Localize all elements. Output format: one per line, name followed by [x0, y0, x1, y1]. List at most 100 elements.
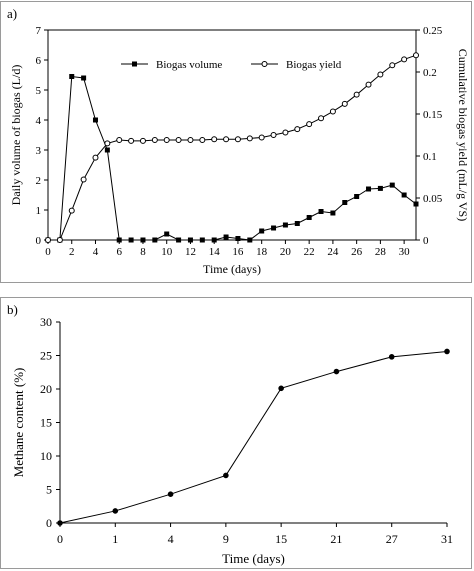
- panel-label: b): [7, 302, 18, 317]
- data-point: [235, 236, 241, 241]
- data-point: [140, 237, 146, 243]
- x-tick-label: 22: [304, 246, 315, 258]
- x-tick-label: 4: [93, 246, 99, 258]
- x-tick-label: 20: [280, 246, 292, 258]
- data-point: [163, 137, 170, 144]
- x-tick-label: 1: [112, 532, 118, 546]
- data-point: [176, 237, 182, 243]
- y-right-tick-label: 0: [423, 235, 429, 247]
- x-tick-label: 30: [399, 246, 411, 258]
- x-tick-label: 24: [327, 246, 339, 258]
- x-axis-label: Time (days): [222, 551, 285, 566]
- data-point: [211, 237, 217, 243]
- data-point: [318, 209, 324, 214]
- data-point: [69, 74, 75, 79]
- data-point: [282, 222, 288, 228]
- data-point: [401, 56, 408, 63]
- series-line-1: [48, 75, 417, 241]
- data-point: [104, 147, 110, 153]
- data-point: [413, 201, 419, 207]
- legend-label-1: Biogas volume: [156, 59, 222, 71]
- data-point: [199, 137, 206, 144]
- data-point: [164, 231, 170, 237]
- data-point: [45, 237, 51, 243]
- data-point: [294, 221, 300, 226]
- panel-b: b) 0 1 4 9 15 21 27 31 0 5 10 15 20 25 30 Time (days) Met…: [0, 297, 472, 569]
- x-tick-label: 8: [140, 246, 146, 258]
- panel-a: a) 0 2 4 6 8 10 12 14 16 18 20 22 24 26 28 30 0 1 2 3 4 5 6 7 0 0.…: [0, 1, 472, 283]
- data-point: [211, 136, 218, 143]
- data-point: [128, 237, 134, 243]
- y-tick-label: 30: [40, 315, 52, 329]
- series-line: [59, 350, 448, 524]
- x-tick-label: 10: [161, 246, 173, 258]
- plot-frame: [47, 29, 417, 241]
- y-left-tick-label: 4: [36, 115, 42, 127]
- data-point: [116, 137, 123, 144]
- data-point: [116, 237, 122, 243]
- data-point: [187, 137, 194, 144]
- y-tick-label: 5: [46, 483, 52, 497]
- y-left-axis-label: Daily volume of biogas (L/d): [9, 65, 23, 206]
- data-point: [80, 176, 87, 183]
- data-point: [112, 508, 119, 514]
- x-tick-label: 21: [330, 532, 342, 546]
- data-point: [128, 137, 135, 144]
- series-line-2: [48, 54, 417, 241]
- y-right-tick-label: 0.1: [423, 151, 437, 163]
- y-axis-label: Methane content (%): [11, 368, 26, 478]
- data-point: [223, 136, 230, 143]
- chart-b: b) 0 1 4 9 15 21 27 31 0 5 10 15 20 25 30 Time (days) Met…: [7, 302, 453, 566]
- x-tick-label: 14: [209, 246, 221, 258]
- x-axis-label: Time (days): [203, 262, 261, 276]
- y-tick-label: 25: [40, 349, 52, 363]
- data-point: [341, 100, 348, 107]
- data-point: [152, 237, 158, 243]
- data-point: [329, 108, 336, 115]
- data-point: [354, 194, 360, 199]
- y-right-tick-label: 0.15: [423, 109, 443, 121]
- x-tick-label: 4: [168, 532, 174, 546]
- data-point: [271, 225, 277, 231]
- data-point: [270, 132, 277, 138]
- data-point: [294, 126, 301, 133]
- y-tick-label: 15: [40, 416, 52, 430]
- y-left-tick-label: 1: [36, 205, 42, 217]
- data-point: [57, 520, 63, 526]
- data-point: [318, 115, 325, 122]
- data-point: [444, 348, 450, 355]
- data-point: [377, 71, 384, 78]
- data-point: [353, 91, 360, 98]
- y-right-tick-label: 0.2: [423, 67, 437, 79]
- data-point: [56, 237, 63, 243]
- data-point: [389, 182, 395, 188]
- legend-label-2: Biogas yield: [286, 59, 342, 71]
- data-point: [223, 234, 229, 240]
- data-point: [247, 237, 253, 243]
- data-point: [278, 385, 284, 392]
- data-point: [68, 207, 75, 214]
- data-point: [175, 137, 182, 144]
- x-tick-label: 6: [116, 246, 122, 258]
- y-left-tick-label: 5: [36, 85, 42, 97]
- legend-marker-2: [261, 61, 268, 67]
- data-point: [306, 215, 312, 220]
- x-tick-label: 26: [351, 246, 363, 258]
- y-left-tick-label: 3: [36, 145, 42, 157]
- data-point: [388, 354, 395, 360]
- data-point: [81, 75, 87, 81]
- data-point: [401, 192, 407, 198]
- x-tick-label: 2: [69, 246, 75, 258]
- y-left-tick-label: 7: [36, 25, 42, 37]
- data-point: [187, 237, 193, 243]
- data-point: [377, 185, 383, 191]
- data-point: [246, 135, 253, 142]
- data-point: [258, 134, 265, 141]
- data-point: [413, 52, 419, 59]
- data-point: [282, 129, 289, 136]
- data-point: [330, 210, 336, 216]
- data-point: [92, 117, 98, 123]
- data-point: [389, 62, 396, 69]
- data-point: [366, 186, 372, 192]
- x-tick-label: 9: [223, 532, 229, 546]
